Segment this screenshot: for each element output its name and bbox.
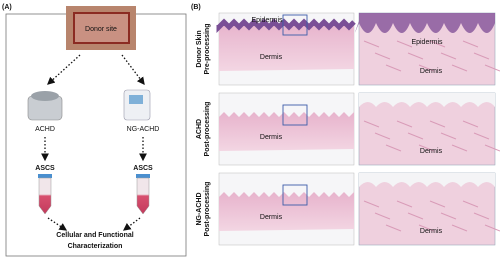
collagen-fiber: [396, 200, 413, 208]
collagen-fiber: [363, 120, 380, 128]
collagen-fiber: [484, 64, 500, 72]
tissue-label: Dermis: [260, 214, 283, 221]
panel-label: (A): [2, 4, 12, 11]
row-label: Post-processing: [204, 182, 211, 237]
row-label: ACHD: [196, 119, 203, 139]
collagen-fiber: [374, 132, 391, 140]
arrow: [47, 54, 81, 85]
collagen-fiber: [385, 224, 402, 232]
row-label: Pre-processing: [204, 24, 211, 75]
tissue: [219, 22, 354, 71]
tissue-label: Dermis: [260, 134, 283, 141]
collagen-fiber: [473, 212, 490, 220]
tube-cap: [136, 174, 150, 178]
arrow: [121, 54, 145, 86]
histology-grid: Donor Skin Pre-processing Epidermis Dermis E…: [196, 12, 500, 246]
collagen-fiber: [385, 64, 402, 72]
zoom-box: [282, 184, 308, 206]
tissue-label: Dermis: [420, 148, 443, 155]
collagen-fiber: [396, 120, 413, 128]
collagen-fiber: [374, 212, 391, 220]
collagen-fiber: [407, 52, 424, 60]
tissue: [219, 112, 354, 151]
collagen-fiber: [407, 212, 424, 220]
collagen-fiber: [440, 52, 457, 60]
tube-cap: [38, 174, 52, 178]
epidermis-band: [216, 18, 356, 34]
device-achd-top: [31, 91, 59, 101]
collagen-fiber: [396, 40, 413, 48]
collagen-fiber: [462, 120, 479, 128]
tube: [38, 177, 52, 215]
collagen-fiber: [385, 144, 402, 152]
collagen-fiber: [418, 144, 435, 152]
row-label: Donor Skin: [196, 30, 203, 67]
outcome-text: Characterization: [68, 243, 123, 250]
arrow: [122, 217, 141, 231]
collagen-fiber: [363, 200, 380, 208]
device-ng-achd: [123, 89, 151, 121]
collagen-fiber: [451, 64, 468, 72]
device-ng-achd-screen: [129, 95, 143, 104]
collagen-fiber: [473, 52, 490, 60]
device-name: NG-ACHD: [127, 126, 160, 133]
zoom-surface: [355, 173, 495, 187]
device-name: ACHD: [35, 126, 55, 133]
arrow: [47, 217, 68, 231]
collagen-fiber: [451, 144, 468, 152]
collagen-fiber: [451, 224, 468, 232]
collagen-fiber: [462, 200, 479, 208]
collagen-fiber: [484, 224, 500, 232]
panel-frame: [5, 13, 187, 257]
zoom-box: [282, 14, 308, 36]
product-label: ASCS: [35, 165, 55, 172]
tissue: [219, 192, 354, 231]
collagen-fiber: [418, 224, 435, 232]
collagen-fiber: [462, 40, 479, 48]
donor-wound: [73, 12, 130, 44]
zoom-surface: [355, 93, 495, 107]
collagen-fiber: [473, 132, 490, 140]
collagen-fiber: [429, 40, 446, 48]
collagen-fiber: [440, 212, 457, 220]
collagen-fiber: [363, 40, 380, 48]
tissue-label: Epidermis: [251, 17, 283, 24]
zoom-box: [282, 104, 308, 126]
donor-label: Donor site: [85, 26, 117, 33]
collagen-fiber: [440, 132, 457, 140]
product-label: ASCS: [133, 165, 153, 172]
collagen-fiber: [418, 64, 435, 72]
zoom-epidermis: [355, 13, 495, 33]
tissue-label: Dermis: [420, 228, 443, 235]
outcome-text: Cellular and Functional: [56, 232, 133, 239]
collagen-fiber: [407, 132, 424, 140]
row-label: NG-ACHD: [196, 192, 203, 225]
tissue-label: Dermis: [260, 54, 283, 61]
row-label: Post-processing: [204, 102, 211, 157]
tissue-label: Dermis: [420, 68, 443, 75]
collagen-fiber: [429, 120, 446, 128]
panel-label: (B): [191, 4, 201, 11]
collagen-fiber: [429, 200, 446, 208]
tube: [136, 177, 150, 215]
tissue-label: Epidermis: [411, 39, 443, 46]
collagen-fiber: [374, 52, 391, 60]
collagen-fiber: [484, 144, 500, 152]
